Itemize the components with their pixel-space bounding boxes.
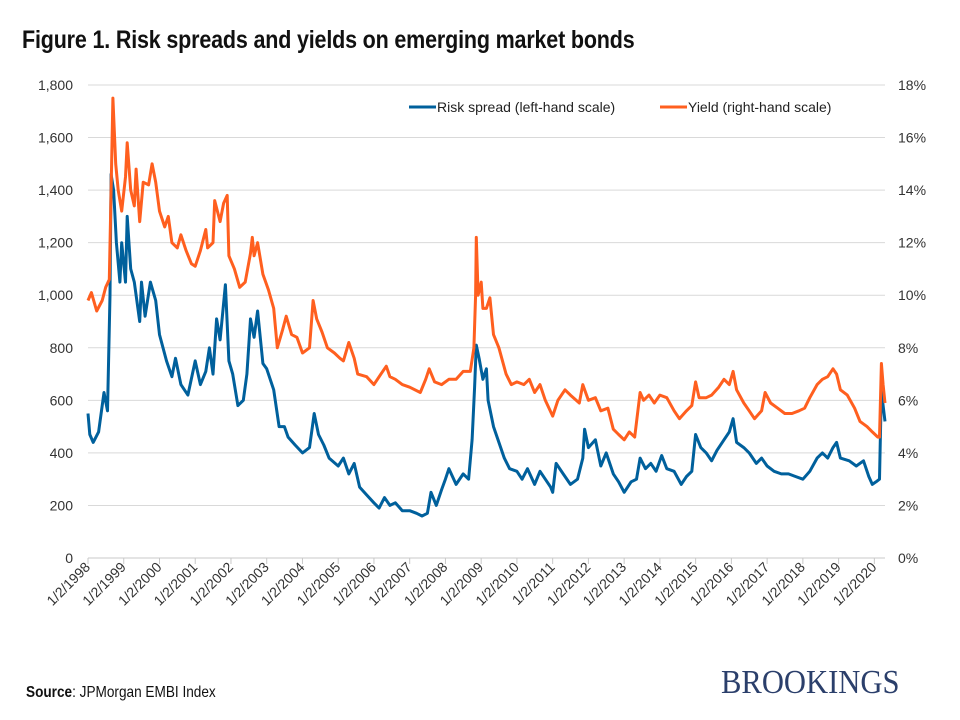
y-left-tick-label: 200: [50, 497, 74, 513]
y-axis-left: 0 200 400 600 800 1,000 1,200 1,400 1,600 1,800: [38, 77, 73, 566]
legend: Risk spread (left-hand scale) Yield (righ…: [409, 99, 831, 115]
y-right-tick-label: 16%: [898, 130, 926, 146]
x-axis: 1/2/19981/2/19991/2/20001/2/20011/2/2002…: [43, 558, 880, 609]
y-left-tick-label: 1,000: [38, 287, 73, 303]
source-note: Source: JPMorgan EMBI Index: [26, 684, 216, 702]
brookings-logo: BROOKINGS: [721, 664, 900, 701]
y-right-tick-label: 4%: [898, 445, 918, 461]
y-left-tick-label: 600: [50, 392, 74, 408]
y-right-tick-label: 6%: [898, 392, 918, 408]
risk-spread-line: [86, 172, 887, 518]
source-label: Source: [26, 684, 73, 701]
y-right-tick-label: 2%: [898, 497, 918, 513]
yield-line: [86, 96, 887, 442]
y-left-tick-label: 1,400: [38, 182, 73, 198]
y-left-tick-label: 1,600: [38, 130, 73, 146]
y-left-tick-label: 1,200: [38, 235, 73, 251]
gridlines: [88, 84, 885, 559]
y-right-tick-label: 10%: [898, 287, 926, 303]
y-left-tick-label: 1,800: [38, 77, 73, 93]
y-right-tick-label: 14%: [898, 182, 926, 198]
chart-title: Figure 1. Risk spreads and yields on eme…: [22, 26, 635, 54]
y-left-tick-label: 0: [65, 550, 73, 566]
y-axis-right: 0% 2% 4% 6% 8% 10% 12% 14% 16% 18%: [898, 77, 926, 566]
y-right-tick-label: 18%: [898, 77, 926, 93]
series-lines: [86, 96, 887, 518]
source-text: : JPMorgan EMBI Index: [72, 684, 216, 701]
y-right-tick-label: 0%: [898, 550, 918, 566]
y-right-tick-label: 8%: [898, 340, 918, 356]
legend-label-yield: Yield (right-hand scale): [688, 99, 831, 115]
y-right-tick-label: 12%: [898, 235, 926, 251]
y-left-tick-label: 400: [50, 445, 74, 461]
legend-label-risk-spread: Risk spread (left-hand scale): [437, 99, 615, 115]
y-left-tick-label: 800: [50, 340, 74, 356]
